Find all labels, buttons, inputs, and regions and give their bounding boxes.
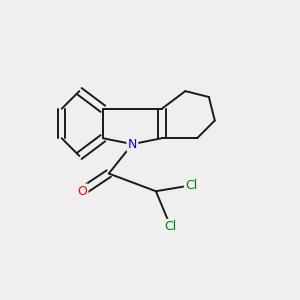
Text: N: N [128,138,137,151]
Text: Cl: Cl [164,220,177,233]
Text: Cl: Cl [185,179,197,192]
Text: O: O [77,185,87,198]
